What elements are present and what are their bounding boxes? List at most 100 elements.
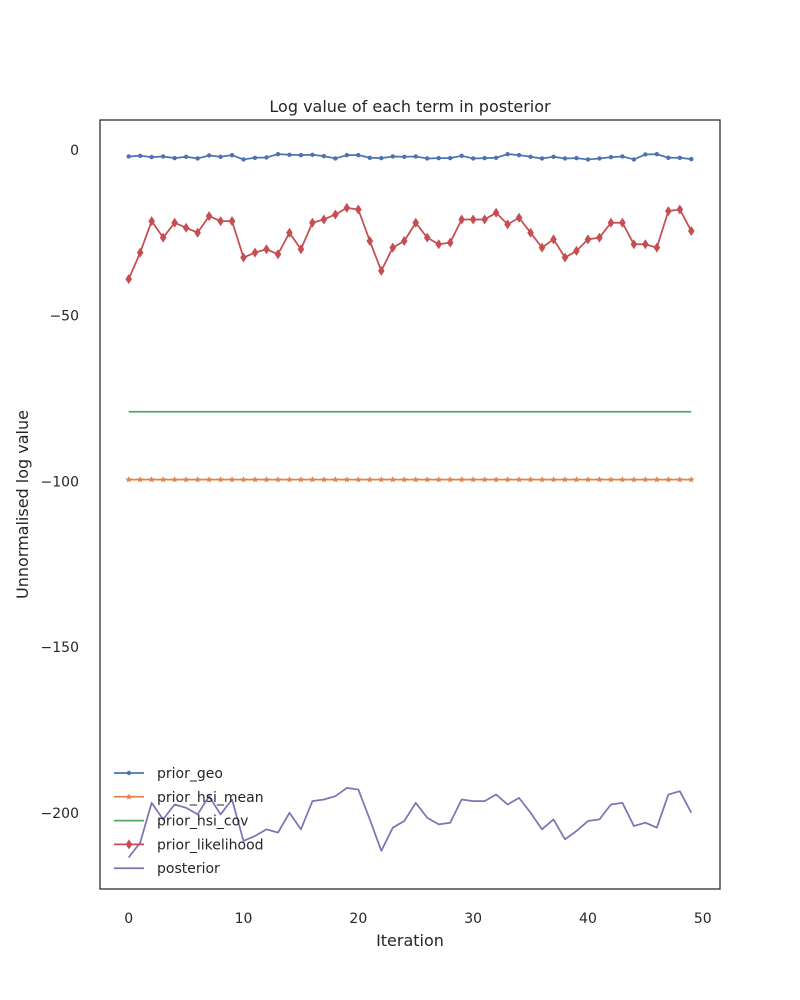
data-point xyxy=(561,476,569,483)
data-point xyxy=(493,155,499,160)
data-point xyxy=(482,155,487,161)
data-point xyxy=(402,154,407,159)
data-point xyxy=(458,476,466,483)
data-point xyxy=(367,155,373,160)
data-point xyxy=(607,217,615,228)
data-point xyxy=(689,156,694,162)
data-point xyxy=(331,476,339,483)
data-point xyxy=(666,155,671,160)
data-point xyxy=(447,155,453,161)
data-point xyxy=(366,476,374,483)
data-point xyxy=(630,476,638,483)
y-axis-title: Unnormalised log value xyxy=(13,410,32,599)
legend-item: prior_likelihood xyxy=(114,837,264,853)
data-point xyxy=(320,214,328,225)
data-point xyxy=(228,476,236,483)
data-point xyxy=(354,476,362,483)
data-point xyxy=(423,232,431,243)
data-point xyxy=(182,222,190,233)
legend-label: prior_hsi_mean xyxy=(157,790,264,806)
data-point xyxy=(309,217,316,228)
data-point xyxy=(573,476,580,483)
data-point xyxy=(618,476,626,483)
axis-ticks: 0 10 20 30 40 50 0 −50 −100 −150 −200 xyxy=(41,143,712,927)
data-point xyxy=(516,152,522,158)
y-tick-label: −150 xyxy=(41,640,79,656)
data-point xyxy=(550,476,557,483)
data-point xyxy=(608,154,614,160)
data-point xyxy=(287,152,292,158)
chart-title: Log value of each term in posterior xyxy=(269,97,551,116)
data-point xyxy=(459,153,464,158)
data-point xyxy=(527,476,534,483)
data-point xyxy=(573,245,580,256)
data-point xyxy=(515,212,523,223)
data-point xyxy=(584,234,592,245)
data-point xyxy=(539,156,545,161)
x-tick-label: 0 xyxy=(124,911,133,927)
data-point xyxy=(653,476,661,483)
data-point xyxy=(504,476,512,483)
data-point xyxy=(275,151,281,157)
data-point xyxy=(596,232,603,243)
data-point xyxy=(551,154,556,159)
data-point xyxy=(194,227,201,238)
y-tick-label: −200 xyxy=(41,806,79,822)
data-point xyxy=(217,476,224,483)
data-point xyxy=(240,252,247,263)
data-point xyxy=(665,206,672,217)
data-point xyxy=(332,209,339,220)
data-point xyxy=(310,152,315,158)
data-point xyxy=(241,157,246,162)
data-point xyxy=(125,476,133,483)
data-point xyxy=(320,476,328,483)
data-point xyxy=(148,216,155,227)
data-point xyxy=(596,476,603,483)
series-line xyxy=(128,787,693,859)
series-line xyxy=(128,153,692,161)
data-point xyxy=(538,476,546,483)
data-point xyxy=(194,476,202,483)
data-point xyxy=(687,476,695,483)
data-point xyxy=(171,217,178,228)
legend-label: prior_likelihood xyxy=(157,837,264,853)
data-point xyxy=(205,476,213,483)
series-prior_hsi_mean xyxy=(125,476,695,483)
data-point xyxy=(528,154,533,159)
x-tick-label: 30 xyxy=(464,911,482,927)
data-point xyxy=(389,476,397,483)
legend-item: prior_hsi_cov xyxy=(114,814,248,830)
data-point xyxy=(136,247,144,258)
data-point xyxy=(630,239,638,250)
data-point xyxy=(286,227,293,238)
legend-marker xyxy=(125,839,133,850)
legend-label: prior_geo xyxy=(157,766,223,782)
data-point xyxy=(597,156,602,161)
data-point xyxy=(676,204,684,215)
data-point xyxy=(183,154,189,159)
x-axis-title: Iteration xyxy=(376,931,444,950)
data-point xyxy=(377,476,385,483)
data-point xyxy=(435,476,443,483)
data-point xyxy=(159,476,167,483)
data-point xyxy=(550,234,557,245)
data-point xyxy=(159,232,167,243)
series-prior_geo xyxy=(126,151,694,162)
data-point xyxy=(356,152,361,158)
x-tick-label: 40 xyxy=(579,911,597,927)
data-point xyxy=(389,242,397,253)
data-point xyxy=(641,476,649,483)
data-point xyxy=(298,152,304,158)
data-point xyxy=(492,207,500,218)
data-point xyxy=(182,476,190,483)
data-point xyxy=(343,202,351,213)
data-point xyxy=(251,247,259,258)
data-point xyxy=(607,476,615,483)
data-point xyxy=(263,476,270,483)
data-point xyxy=(344,152,350,158)
data-point xyxy=(206,153,212,158)
data-point xyxy=(412,476,420,483)
x-tick-label: 20 xyxy=(349,911,367,927)
data-point xyxy=(653,242,661,253)
data-point xyxy=(619,217,626,228)
